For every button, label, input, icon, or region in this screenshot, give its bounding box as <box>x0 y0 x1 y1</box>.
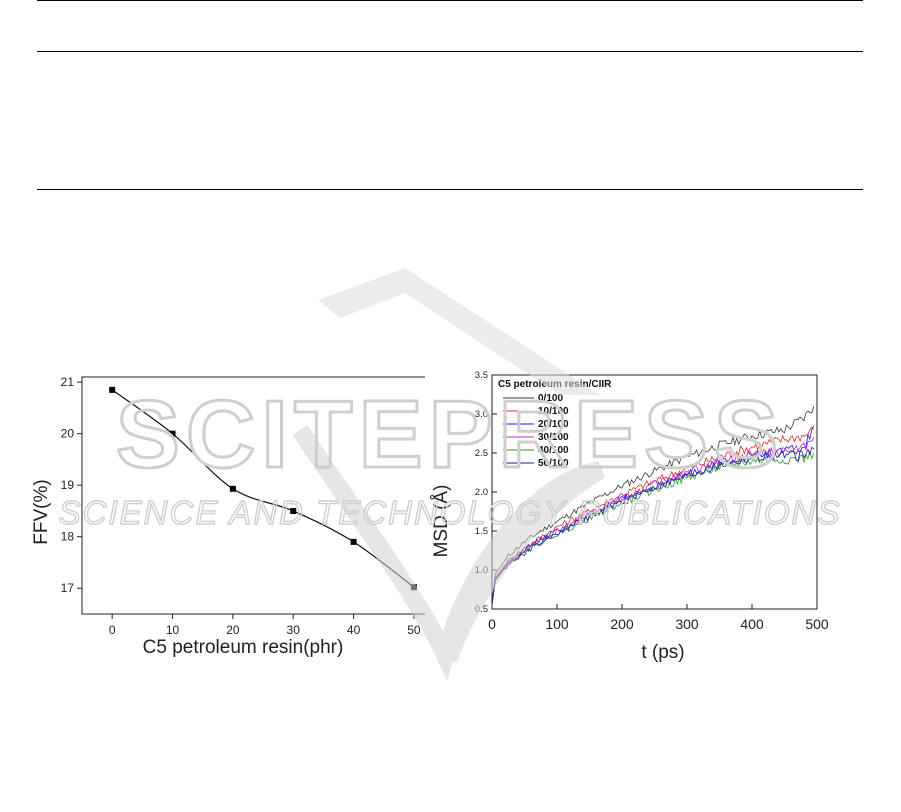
msd-legend-label: 30/100 <box>538 432 569 443</box>
msd-y-axis-label: MSD (Å) <box>431 485 452 558</box>
ffv-y-tick-label: 21 <box>61 375 75 389</box>
ffv-data-point <box>169 430 176 437</box>
msd-x-tick-label: 300 <box>675 616 699 632</box>
ffv-x-tick-label: 50 <box>407 623 421 637</box>
msd-x-tick-label: 200 <box>610 616 634 632</box>
ffv-y-tick-label: 20 <box>61 427 75 441</box>
msd-chart-background <box>425 368 833 663</box>
msd-x-tick-label: 400 <box>740 616 764 632</box>
msd-legend-label: 20/100 <box>538 419 569 430</box>
msd-chart: 0 100 200 300 400 500 0.5 1.0 1.5 2.0 2.5 3.0 3.5 t … <box>425 368 833 663</box>
table-bottom-rule <box>37 189 863 190</box>
msd-legend-label: 0/100 <box>538 393 563 404</box>
msd-legend-label: 10/100 <box>538 406 569 417</box>
watermark-title: SCITEPRESS <box>116 381 784 488</box>
msd-series-line-50-100 <box>491 446 815 606</box>
table-header-rule <box>37 51 863 52</box>
table-top-rule <box>37 0 863 1</box>
ffv-data-point <box>109 386 116 393</box>
msd-x-tick-label: 100 <box>545 616 569 632</box>
ffv-x-tick-label: 20 <box>226 623 240 637</box>
msd-y-tick-label: 3.0 <box>475 409 488 420</box>
ffv-x-tick-label: 30 <box>287 623 301 637</box>
ffv-y-tick-label: 17 <box>61 581 75 595</box>
ffv-data-point <box>350 538 357 545</box>
msd-series-line-0-100 <box>491 406 815 606</box>
ffv-x-tick-label: 40 <box>347 623 361 637</box>
msd-x-axis-label: t (ps) <box>641 642 684 663</box>
msd-y-tick-label: 2.5 <box>475 448 488 459</box>
ffv-data-point <box>229 485 236 492</box>
ffv-data-point <box>290 507 297 514</box>
msd-y-tick-label: 3.5 <box>475 370 488 381</box>
ffv-x-axis-label: C5 petroleum resin(phr) <box>143 637 344 658</box>
msd-x-tick-label: 0 <box>488 616 496 632</box>
msd-legend-label: 40/100 <box>538 445 569 456</box>
msd-series-line-30-100 <box>491 437 815 606</box>
watermark-subtitle: SCIENCE AND TECHNOLOGY PUBLICATIONS <box>59 494 842 531</box>
watermark-logo-icon <box>292 268 605 682</box>
ffv-y-axis-label: FFV(%) <box>31 479 52 544</box>
ffv-y-tick-label: 18 <box>61 530 75 544</box>
ffv-x-tick-label: 10 <box>166 623 180 637</box>
ffv-x-tick-label: 0 <box>109 623 116 637</box>
ffv-series-line <box>111 389 415 588</box>
msd-y-tick-label: 1.5 <box>475 526 488 537</box>
msd-x-tick-label: 500 <box>805 616 829 632</box>
msd-y-tick-label: 0.5 <box>475 604 488 615</box>
ffv-y-tick-label: 19 <box>61 478 75 492</box>
msd-legend-label: 50/100 <box>538 458 569 469</box>
msd-y-tick-label: 2.0 <box>475 487 488 498</box>
